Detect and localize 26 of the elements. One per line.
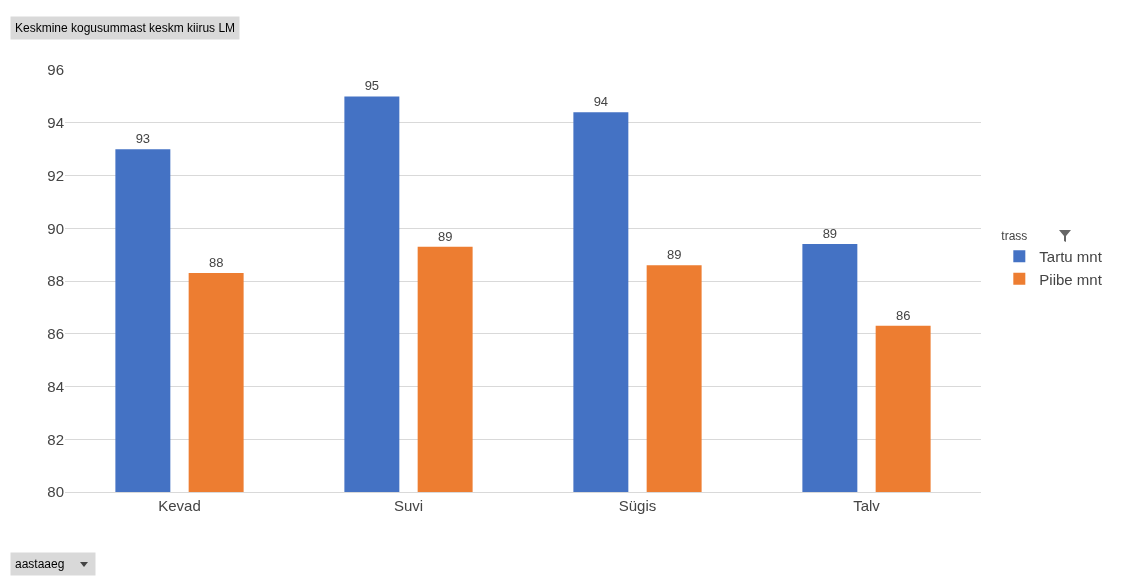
data-label: 89 bbox=[666, 247, 682, 263]
legend-label: Tartu mnt bbox=[1039, 248, 1103, 266]
legend-label: Piibe mnt bbox=[1039, 270, 1103, 288]
data-label: 94 bbox=[593, 94, 609, 110]
x-axis-title: aastaaeg bbox=[15, 557, 92, 571]
data-label: 86 bbox=[895, 307, 911, 323]
x-tick-label: Talv bbox=[853, 497, 881, 514]
y-tick-label: 96 bbox=[47, 61, 64, 79]
y-tick-label: 80 bbox=[47, 483, 64, 501]
y-tick-label: 88 bbox=[47, 272, 64, 290]
y-tick-label: 92 bbox=[47, 166, 64, 184]
x-tick-label: Kevad bbox=[158, 497, 201, 514]
y-tick-label: 84 bbox=[47, 377, 64, 395]
chart-title: Keskmine kogusummast keskm kiirus LM bbox=[15, 21, 236, 35]
legend-title: trass bbox=[1001, 229, 1075, 243]
data-label: 89 bbox=[437, 228, 453, 244]
y-tick-label: 94 bbox=[47, 114, 64, 131]
y-tick-label: 86 bbox=[47, 325, 64, 342]
x-tick-label: Suvi bbox=[393, 497, 424, 514]
x-tick-label: Sügis bbox=[618, 497, 657, 514]
data-label: 93 bbox=[135, 131, 151, 147]
y-tick-label: 82 bbox=[47, 430, 64, 448]
data-label: 88 bbox=[208, 255, 224, 271]
y-tick-label: 90 bbox=[47, 219, 64, 237]
data-label: 95 bbox=[364, 78, 380, 94]
data-label: 89 bbox=[822, 226, 838, 242]
